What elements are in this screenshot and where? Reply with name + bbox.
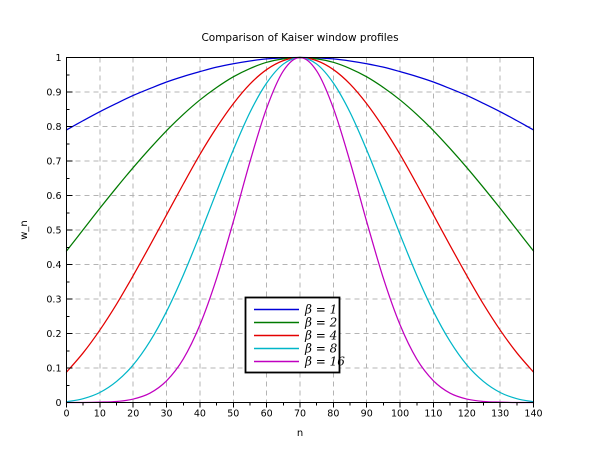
x-tick-label: 50	[227, 409, 239, 420]
x-tick-label: 30	[161, 409, 173, 420]
legend: β = 1β = 2β = 4β = 8β = 16	[244, 296, 345, 374]
x-tick-label: 140	[524, 409, 542, 420]
axes-frame-and-ticks	[66, 57, 534, 408]
y-tick-label: 0.1	[46, 364, 61, 375]
x-tick-label: 130	[491, 409, 509, 420]
y-tick-label: 0.8	[46, 122, 61, 133]
x-tick-label: 100	[391, 409, 409, 420]
legend-label: β = 1	[304, 303, 337, 317]
y-axis-label: w_n	[19, 220, 30, 240]
x-tick-label: 90	[361, 409, 373, 420]
x-axis-label: n	[297, 428, 303, 439]
y-tick-label: 0	[55, 398, 61, 409]
legend-label: β = 16	[304, 355, 345, 369]
y-tick-label: 0.2	[46, 329, 61, 340]
legend-label: β = 2	[304, 316, 337, 330]
y-tick-label: 0.3	[46, 295, 61, 306]
x-tick-label: 10	[94, 409, 106, 420]
x-tick-label: 40	[194, 409, 206, 420]
chart-title: Comparison of Kaiser window profiles	[201, 32, 398, 44]
y-tick-label: 0.5	[46, 226, 61, 237]
x-tick-label: 70	[294, 409, 306, 420]
x-tick-label: 60	[261, 409, 273, 420]
x-tick-label: 0	[63, 409, 69, 420]
y-tick-label: 0.7	[46, 157, 61, 168]
tick-labels: 0 10 20 30 40 50 60 70 80 90 100 110 120 130 140 0 0.1 0.…	[46, 53, 542, 420]
x-tick-label: 80	[327, 409, 339, 420]
grid-lines	[66, 57, 534, 403]
y-tick-label: 0.9	[46, 88, 61, 99]
y-tick-label: 0.6	[46, 191, 61, 202]
x-tick-label: 20	[127, 409, 139, 420]
x-tick-label: 110	[424, 409, 442, 420]
legend-label: β = 4	[304, 329, 337, 343]
x-tick-label: 120	[458, 409, 476, 420]
y-tick-label: 1	[55, 53, 61, 64]
y-tick-label: 0.4	[46, 260, 61, 271]
legend-label: β = 8	[304, 342, 338, 356]
